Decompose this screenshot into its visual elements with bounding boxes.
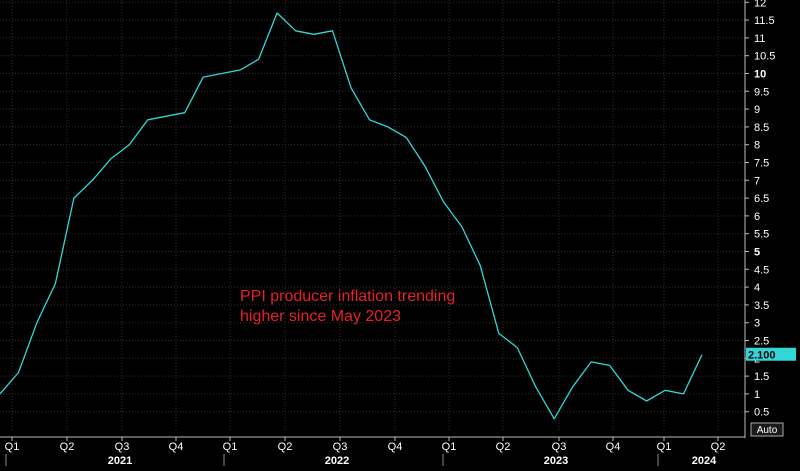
y-tick-label: 8.5 [754, 122, 769, 134]
y-tick-label: 2.5 [754, 336, 769, 348]
line-layer [0, 12, 703, 420]
x-tick-label: Q4 [169, 441, 184, 453]
y-tick-label: 1.5 [754, 371, 769, 383]
x-tick-label: Q1 [442, 441, 457, 453]
x-tick-label: Q1 [657, 441, 672, 453]
y-axis: 0.511.522.533.544.555.566.577.588.599.51… [744, 0, 796, 438]
y-tick-label: 9.5 [754, 86, 769, 98]
series-line [0, 12, 703, 420]
x-tick-label: Q2 [711, 441, 726, 453]
auto-scale-button-label[interactable]: Auto [757, 425, 778, 436]
x-tick-label: Q4 [388, 441, 403, 453]
annotation-line-2: higher since May 2023 [240, 308, 401, 325]
y-tick-label: 0.5 [754, 407, 769, 419]
y-tick-label: 6 [754, 211, 760, 223]
y-tick-label: 12 [754, 0, 766, 9]
x-tick-label: Q3 [552, 441, 567, 453]
x-tick-label: Q2 [496, 441, 511, 453]
y-tick-label: 10 [754, 69, 766, 81]
y-tick-label: 5 [754, 247, 760, 259]
x-tick-label: Q2 [60, 441, 75, 453]
chart-annotation: PPI producer inflation trending higher s… [240, 287, 540, 327]
x-tick-label: Q3 [333, 441, 348, 453]
y-tick-label: 11.5 [754, 15, 775, 27]
auto-scale-button[interactable] [750, 422, 784, 437]
y-tick-label: 7.5 [754, 158, 769, 170]
x-year-label: 2022 [325, 455, 349, 466]
y-tick-label: 6.5 [754, 193, 769, 205]
y-tick-label: 3.5 [754, 300, 769, 312]
x-tick-label: Q1 [5, 441, 20, 453]
y-tick-label: 4 [754, 282, 760, 294]
y-tick-label: 10.5 [754, 51, 775, 63]
y-tick-label: 4.5 [754, 264, 769, 276]
x-tick-label: Q2 [278, 441, 293, 453]
x-year-label: 2024 [692, 455, 717, 466]
last-value-label: 2.100 [748, 350, 776, 362]
last-value-tag [746, 347, 796, 361]
annotation-line-1: PPI producer inflation trending [240, 288, 456, 305]
y-tick-label: 7 [754, 175, 760, 187]
x-tick-label: Q3 [115, 441, 130, 453]
y-tick-label: 8 [754, 140, 760, 152]
y-tick-label: 11 [754, 33, 765, 45]
x-tick-label: Q4 [606, 441, 621, 453]
y-tick-label: 5.5 [754, 229, 769, 241]
y-tick-label: 9 [754, 104, 760, 116]
y-tick-label: 3 [754, 318, 760, 330]
y-tick-label: 1 [754, 389, 760, 401]
x-tick-label: Q1 [223, 441, 238, 453]
x-year-label: 2023 [544, 455, 568, 466]
x-axis: Q1 Q2 Q3 Q4 Q1 Q2 Q3 Q4 Q1 Q2 Q3 Q4 Q1 Q2 2021 2022 2023… [0, 422, 784, 467]
grid-layer [0, 0, 745, 432]
x-year-label: 2021 [108, 455, 132, 466]
